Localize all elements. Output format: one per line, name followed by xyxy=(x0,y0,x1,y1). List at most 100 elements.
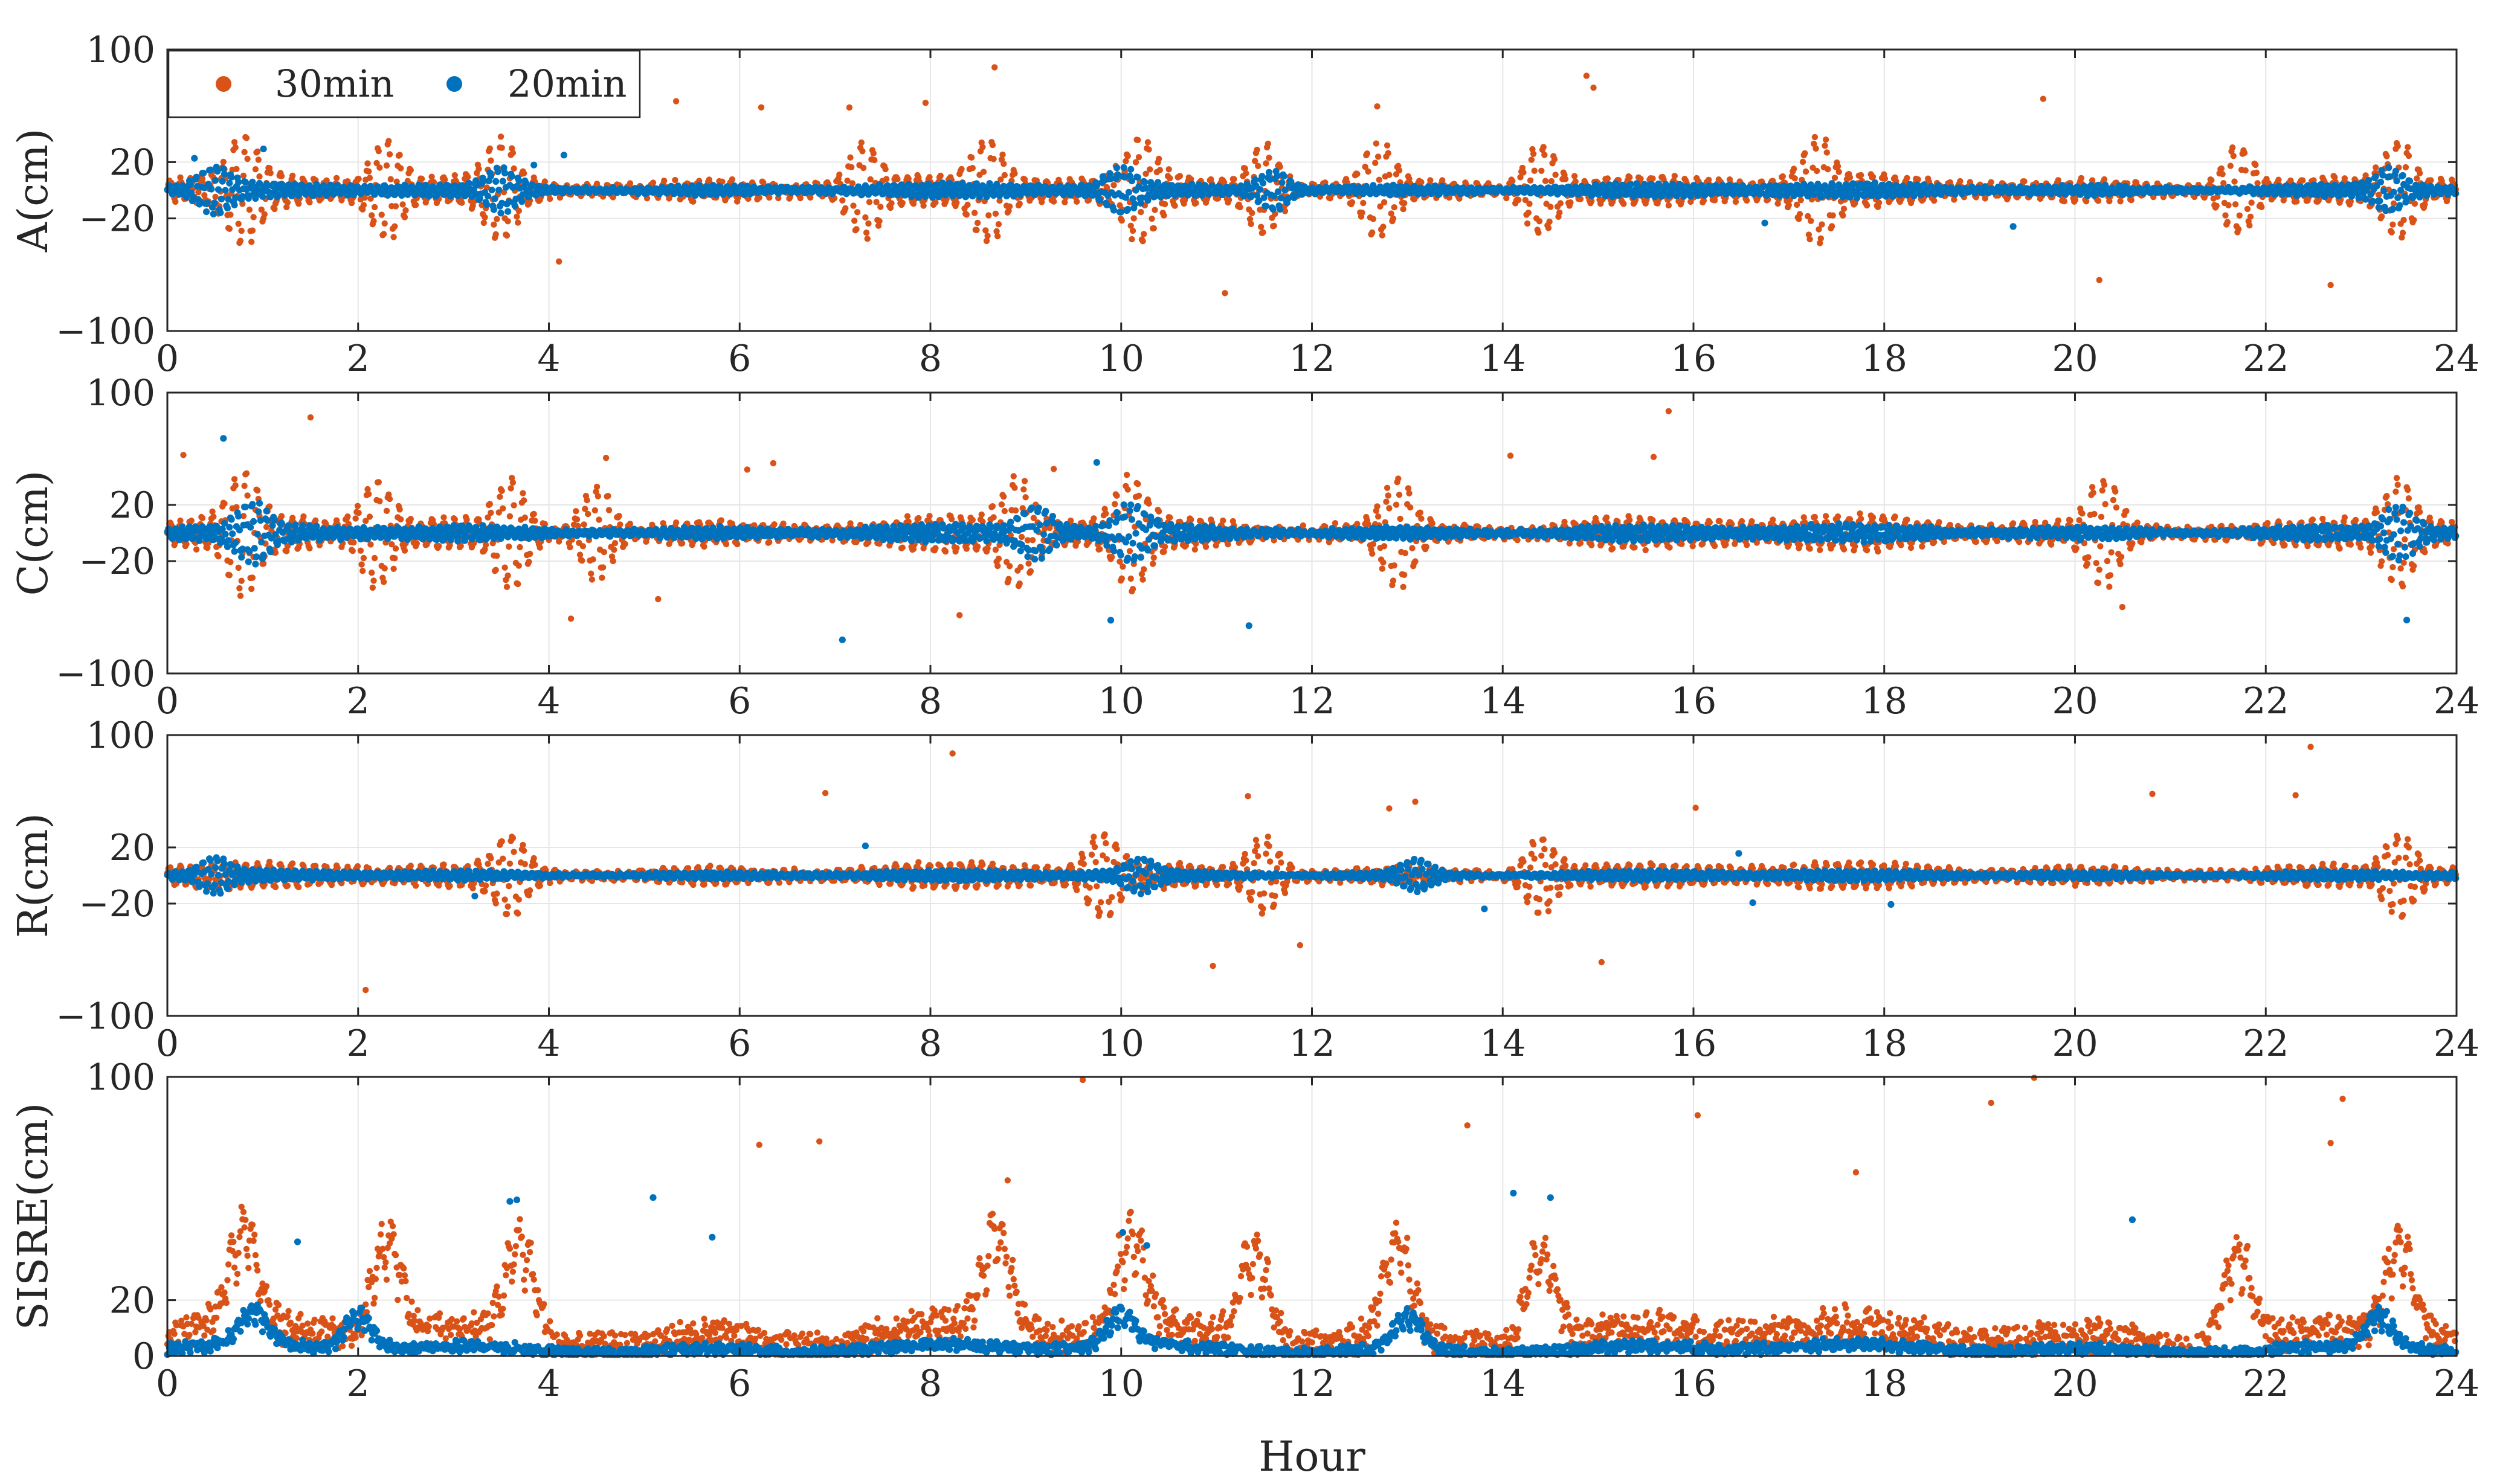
data-point-30min xyxy=(1248,220,1254,227)
data-point-20min xyxy=(2390,188,2397,196)
data-point-30min xyxy=(593,181,601,187)
x-tick-label: 10 xyxy=(1098,338,1144,380)
data-point-30min xyxy=(195,189,202,196)
data-point-20min xyxy=(1144,197,1152,204)
data-point-20min xyxy=(214,186,222,193)
data-point-30min xyxy=(1802,168,1809,175)
data-point-30min xyxy=(888,200,895,207)
data-point-30min xyxy=(366,175,373,181)
data-point-30min xyxy=(547,196,553,202)
data-point-30min xyxy=(390,234,397,240)
data-point-30min xyxy=(958,165,965,173)
data-point-30min xyxy=(232,144,239,151)
data-point-30min xyxy=(1931,198,1938,204)
data-point-30min xyxy=(1381,199,1388,206)
data-point-30min xyxy=(873,199,880,205)
data-point-30min xyxy=(237,237,244,244)
data-point-30min xyxy=(376,164,383,171)
data-point-30min xyxy=(556,258,562,265)
data-point-30min xyxy=(1374,153,1382,160)
data-point-30min xyxy=(991,64,998,71)
data-point-30min xyxy=(486,501,493,507)
data-point-30min xyxy=(877,204,884,210)
data-point-30min xyxy=(865,220,872,227)
data-point-30min xyxy=(2405,152,2412,159)
data-point-30min xyxy=(1557,200,1564,207)
data-point-30min xyxy=(1535,230,1542,236)
data-point-30min xyxy=(1376,176,1382,183)
y-tick-label: −20 xyxy=(79,198,155,240)
data-point-30min xyxy=(993,228,1000,235)
data-point-30min xyxy=(995,221,1002,228)
data-point-30min xyxy=(401,214,408,220)
data-point-30min xyxy=(266,165,273,172)
data-point-20min xyxy=(508,173,515,180)
data-point-30min xyxy=(847,154,854,161)
data-point-30min xyxy=(238,228,245,234)
data-point-30min xyxy=(2373,164,2379,171)
data-point-30min xyxy=(235,564,242,571)
data-point-30min xyxy=(515,219,521,226)
data-point-30min xyxy=(2224,219,2231,225)
data-point-30min xyxy=(1144,139,1152,146)
data-point-30min xyxy=(255,156,262,163)
data-point-30min xyxy=(504,218,511,225)
data-point-20min xyxy=(214,167,221,175)
data-point-20min xyxy=(1277,206,1284,213)
data-point-30min xyxy=(2095,198,2102,204)
data-point-30min xyxy=(839,197,846,204)
data-point-30min xyxy=(1620,201,1627,207)
data-point-30min xyxy=(672,176,678,184)
data-point-30min xyxy=(1118,217,1126,224)
data-point-30min xyxy=(2218,165,2225,172)
data-point-30min xyxy=(401,547,408,554)
data-point-30min xyxy=(240,172,247,179)
data-point-30min xyxy=(369,584,376,591)
data-point-30min xyxy=(1265,140,1271,147)
data-point-30min xyxy=(968,154,975,161)
data-point-30min xyxy=(355,509,362,516)
data-point-30min xyxy=(2299,177,2306,184)
data-point-30min xyxy=(407,516,414,522)
data-point-30min xyxy=(488,509,494,516)
data-point-20min xyxy=(560,152,568,159)
data-point-20min xyxy=(242,178,249,186)
data-point-30min xyxy=(475,165,482,172)
data-point-30min xyxy=(250,214,257,220)
data-point-30min xyxy=(2388,229,2395,236)
data-point-20min xyxy=(200,170,207,177)
data-point-20min xyxy=(2385,164,2392,172)
data-point-20min xyxy=(193,173,200,181)
data-point-30min xyxy=(871,156,878,164)
data-point-30min xyxy=(387,176,394,182)
data-point-30min xyxy=(854,209,861,216)
data-point-30min xyxy=(1840,212,1846,219)
data-point-30min xyxy=(244,492,251,499)
data-point-30min xyxy=(2411,201,2418,207)
data-point-30min xyxy=(227,559,234,565)
data-point-30min xyxy=(361,194,368,201)
data-point-20min xyxy=(235,178,242,186)
data-point-30min xyxy=(719,178,726,185)
data-point-30min xyxy=(1626,174,1633,181)
data-point-30min xyxy=(278,173,285,179)
data-point-30min xyxy=(1379,232,1385,239)
data-point-20min xyxy=(1269,205,1277,213)
data-point-20min xyxy=(1131,201,1138,208)
data-point-20min xyxy=(494,168,501,175)
data-point-30min xyxy=(1547,204,1554,210)
data-point-30min xyxy=(863,230,870,236)
data-point-30min xyxy=(2275,176,2282,183)
data-point-30min xyxy=(2222,212,2229,219)
data-point-30min xyxy=(1225,196,1232,204)
data-point-30min xyxy=(1001,172,1008,179)
data-point-30min xyxy=(1129,236,1135,243)
data-point-30min xyxy=(398,165,404,172)
data-point-30min xyxy=(1260,229,1266,236)
data-point-30min xyxy=(994,233,1001,240)
data-point-30min xyxy=(1050,198,1057,205)
data-point-30min xyxy=(1365,168,1371,175)
panels-group: 0 2 4 6 8 10 12 14 16 18 20 22 2410020−20−100A(cm)30… xyxy=(10,29,2480,1405)
